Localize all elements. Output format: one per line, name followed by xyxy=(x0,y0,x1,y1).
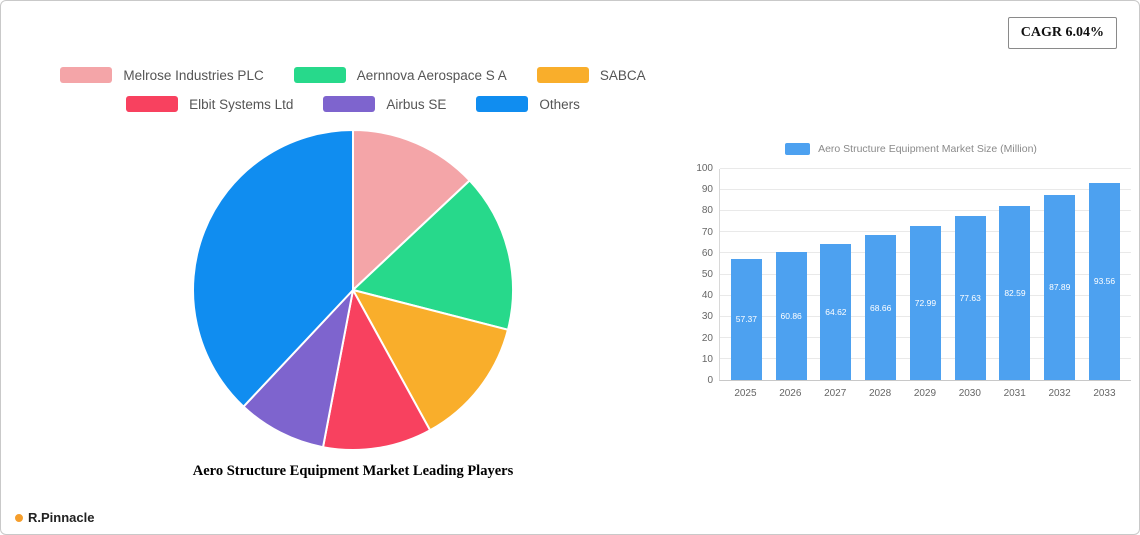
y-tick-label: 0 xyxy=(707,375,713,386)
bar-chart-section: Aero Structure Equipment Market Size (Mi… xyxy=(691,143,1131,399)
y-tick-label: 40 xyxy=(701,290,713,302)
x-tick-label: 2027 xyxy=(824,388,847,399)
x-tick-label: 2025 xyxy=(734,388,757,399)
pie-legend-swatch xyxy=(476,96,529,112)
pie-legend-label: SABCA xyxy=(599,67,646,83)
bar-value-label: 87.89 xyxy=(1049,282,1071,293)
pie-legend: Melrose Industries PLC Aernnova Aerospace… xyxy=(29,67,677,112)
y-tick-label: 20 xyxy=(701,332,713,344)
pie-legend-swatch xyxy=(323,96,376,112)
y-tick-label: 50 xyxy=(701,269,713,280)
bar-2031[interactable]: 82.59 xyxy=(999,205,1031,380)
pie-chart-section: Melrose Industries PLC Aernnova Aerospace… xyxy=(29,67,677,480)
brand-logo: R.Pinnacle xyxy=(15,510,94,525)
y-axis-labels: 0 10 20 30 40 50 60 70 80 90 100 xyxy=(691,163,719,386)
pie-legend-item[interactable]: Others xyxy=(476,96,580,112)
y-tick-label: 10 xyxy=(701,353,713,365)
bar-legend-label: Aero Structure Equipment Market Size (Mi… xyxy=(818,143,1037,155)
pie-slice-3[interactable] xyxy=(351,288,510,432)
y-tick-label: 30 xyxy=(701,311,713,323)
bar-value-label: 82.59 xyxy=(1004,287,1026,298)
x-tick-label: 2033 xyxy=(1093,388,1116,399)
pie-slice-1[interactable] xyxy=(352,128,472,293)
bar-2026[interactable]: 60.86 xyxy=(775,251,807,380)
pie-legend-item[interactable]: SABCA xyxy=(536,67,646,83)
pie-legend-swatch xyxy=(293,67,346,83)
bar-value-label: 77.63 xyxy=(959,293,981,304)
pie-legend-label: Melrose Industries PLC xyxy=(123,67,264,83)
bar-chart: 0 10 20 30 40 50 60 70 80 90 100 57.37 60.86 64.62 68… xyxy=(691,163,1131,386)
brand-logo-icon xyxy=(15,513,23,522)
bar-2033[interactable]: 93.56 xyxy=(1089,182,1120,380)
bar-2025[interactable]: 57.37 xyxy=(730,258,762,380)
bar-value-label: 64.62 xyxy=(825,306,847,317)
gridline xyxy=(720,189,1131,191)
pie-legend-item[interactable]: Airbus SE xyxy=(323,96,446,112)
x-tick-label: 2026 xyxy=(779,388,802,399)
pie-slice-5[interactable] xyxy=(242,286,355,449)
x-tick-label: 2032 xyxy=(1048,388,1071,399)
pie-chart[interactable] xyxy=(188,125,518,455)
bars: 57.37 60.86 64.62 68.66 72.99 77.63 82.59 87.89… xyxy=(720,169,1131,380)
bar-plot-area: 57.37 60.86 64.62 68.66 72.99 77.63 82.59 87.89… xyxy=(719,168,1131,381)
brand-name: R.Pinnacle xyxy=(28,510,95,525)
bar-value-label: 72.99 xyxy=(914,298,937,308)
bar-value-label: 93.56 xyxy=(1093,276,1116,287)
pie-slice-6[interactable] xyxy=(192,128,354,409)
pie-legend-swatch xyxy=(60,67,113,83)
bar-2030[interactable]: 77.63 xyxy=(954,216,986,380)
pie-legend-swatch xyxy=(126,96,179,112)
bar-chart-legend[interactable]: Aero Structure Equipment Market Size (Mi… xyxy=(691,143,1131,155)
pie-slice-4[interactable] xyxy=(321,287,432,452)
pie-legend-swatch xyxy=(536,67,589,83)
pie-legend-item[interactable]: Elbit Systems Ltd xyxy=(126,96,293,112)
pie-legend-label: Elbit Systems Ltd xyxy=(189,96,294,112)
y-tick-label: 60 xyxy=(701,247,713,259)
x-tick-label: 2029 xyxy=(913,388,937,399)
pie-legend-label: Aernnova Aerospace S A xyxy=(356,67,507,83)
x-axis-labels: 2025 2026 2027 2028 2029 2030 2031 2032 2033 xyxy=(719,388,1131,399)
y-tick-label: 100 xyxy=(696,163,713,174)
bar-2027[interactable]: 64.62 xyxy=(820,243,852,380)
bar-value-label: 68.66 xyxy=(870,302,892,313)
y-tick-label: 80 xyxy=(701,205,713,217)
y-tick-label: 70 xyxy=(701,226,713,238)
pie-slice-2[interactable] xyxy=(350,179,514,332)
pie-legend-label: Airbus SE xyxy=(386,96,447,112)
y-tick-label: 90 xyxy=(701,184,713,196)
pie-chart-title: Aero Structure Equipment Market Leading … xyxy=(192,463,514,479)
cagr-badge: CAGR 6.04% xyxy=(1007,17,1117,49)
bar-value-label: 60.86 xyxy=(780,310,802,321)
bar-value-label: 57.37 xyxy=(735,314,758,325)
bar-legend-swatch xyxy=(785,143,811,155)
x-tick-label: 2028 xyxy=(868,388,892,399)
x-tick-label: 2031 xyxy=(1003,388,1026,399)
pie-legend-item[interactable]: Melrose Industries PLC xyxy=(60,67,264,83)
pie-legend-label: Others xyxy=(539,96,580,112)
gridline xyxy=(720,210,1131,212)
bar-2029[interactable]: 72.99 xyxy=(909,226,941,380)
bar-2032[interactable]: 87.89 xyxy=(1044,194,1076,380)
bar-2028[interactable]: 68.66 xyxy=(865,235,897,380)
gridline xyxy=(720,168,1131,169)
x-tick-label: 2030 xyxy=(958,388,981,399)
pie-legend-item[interactable]: Aernnova Aerospace S A xyxy=(293,67,507,83)
